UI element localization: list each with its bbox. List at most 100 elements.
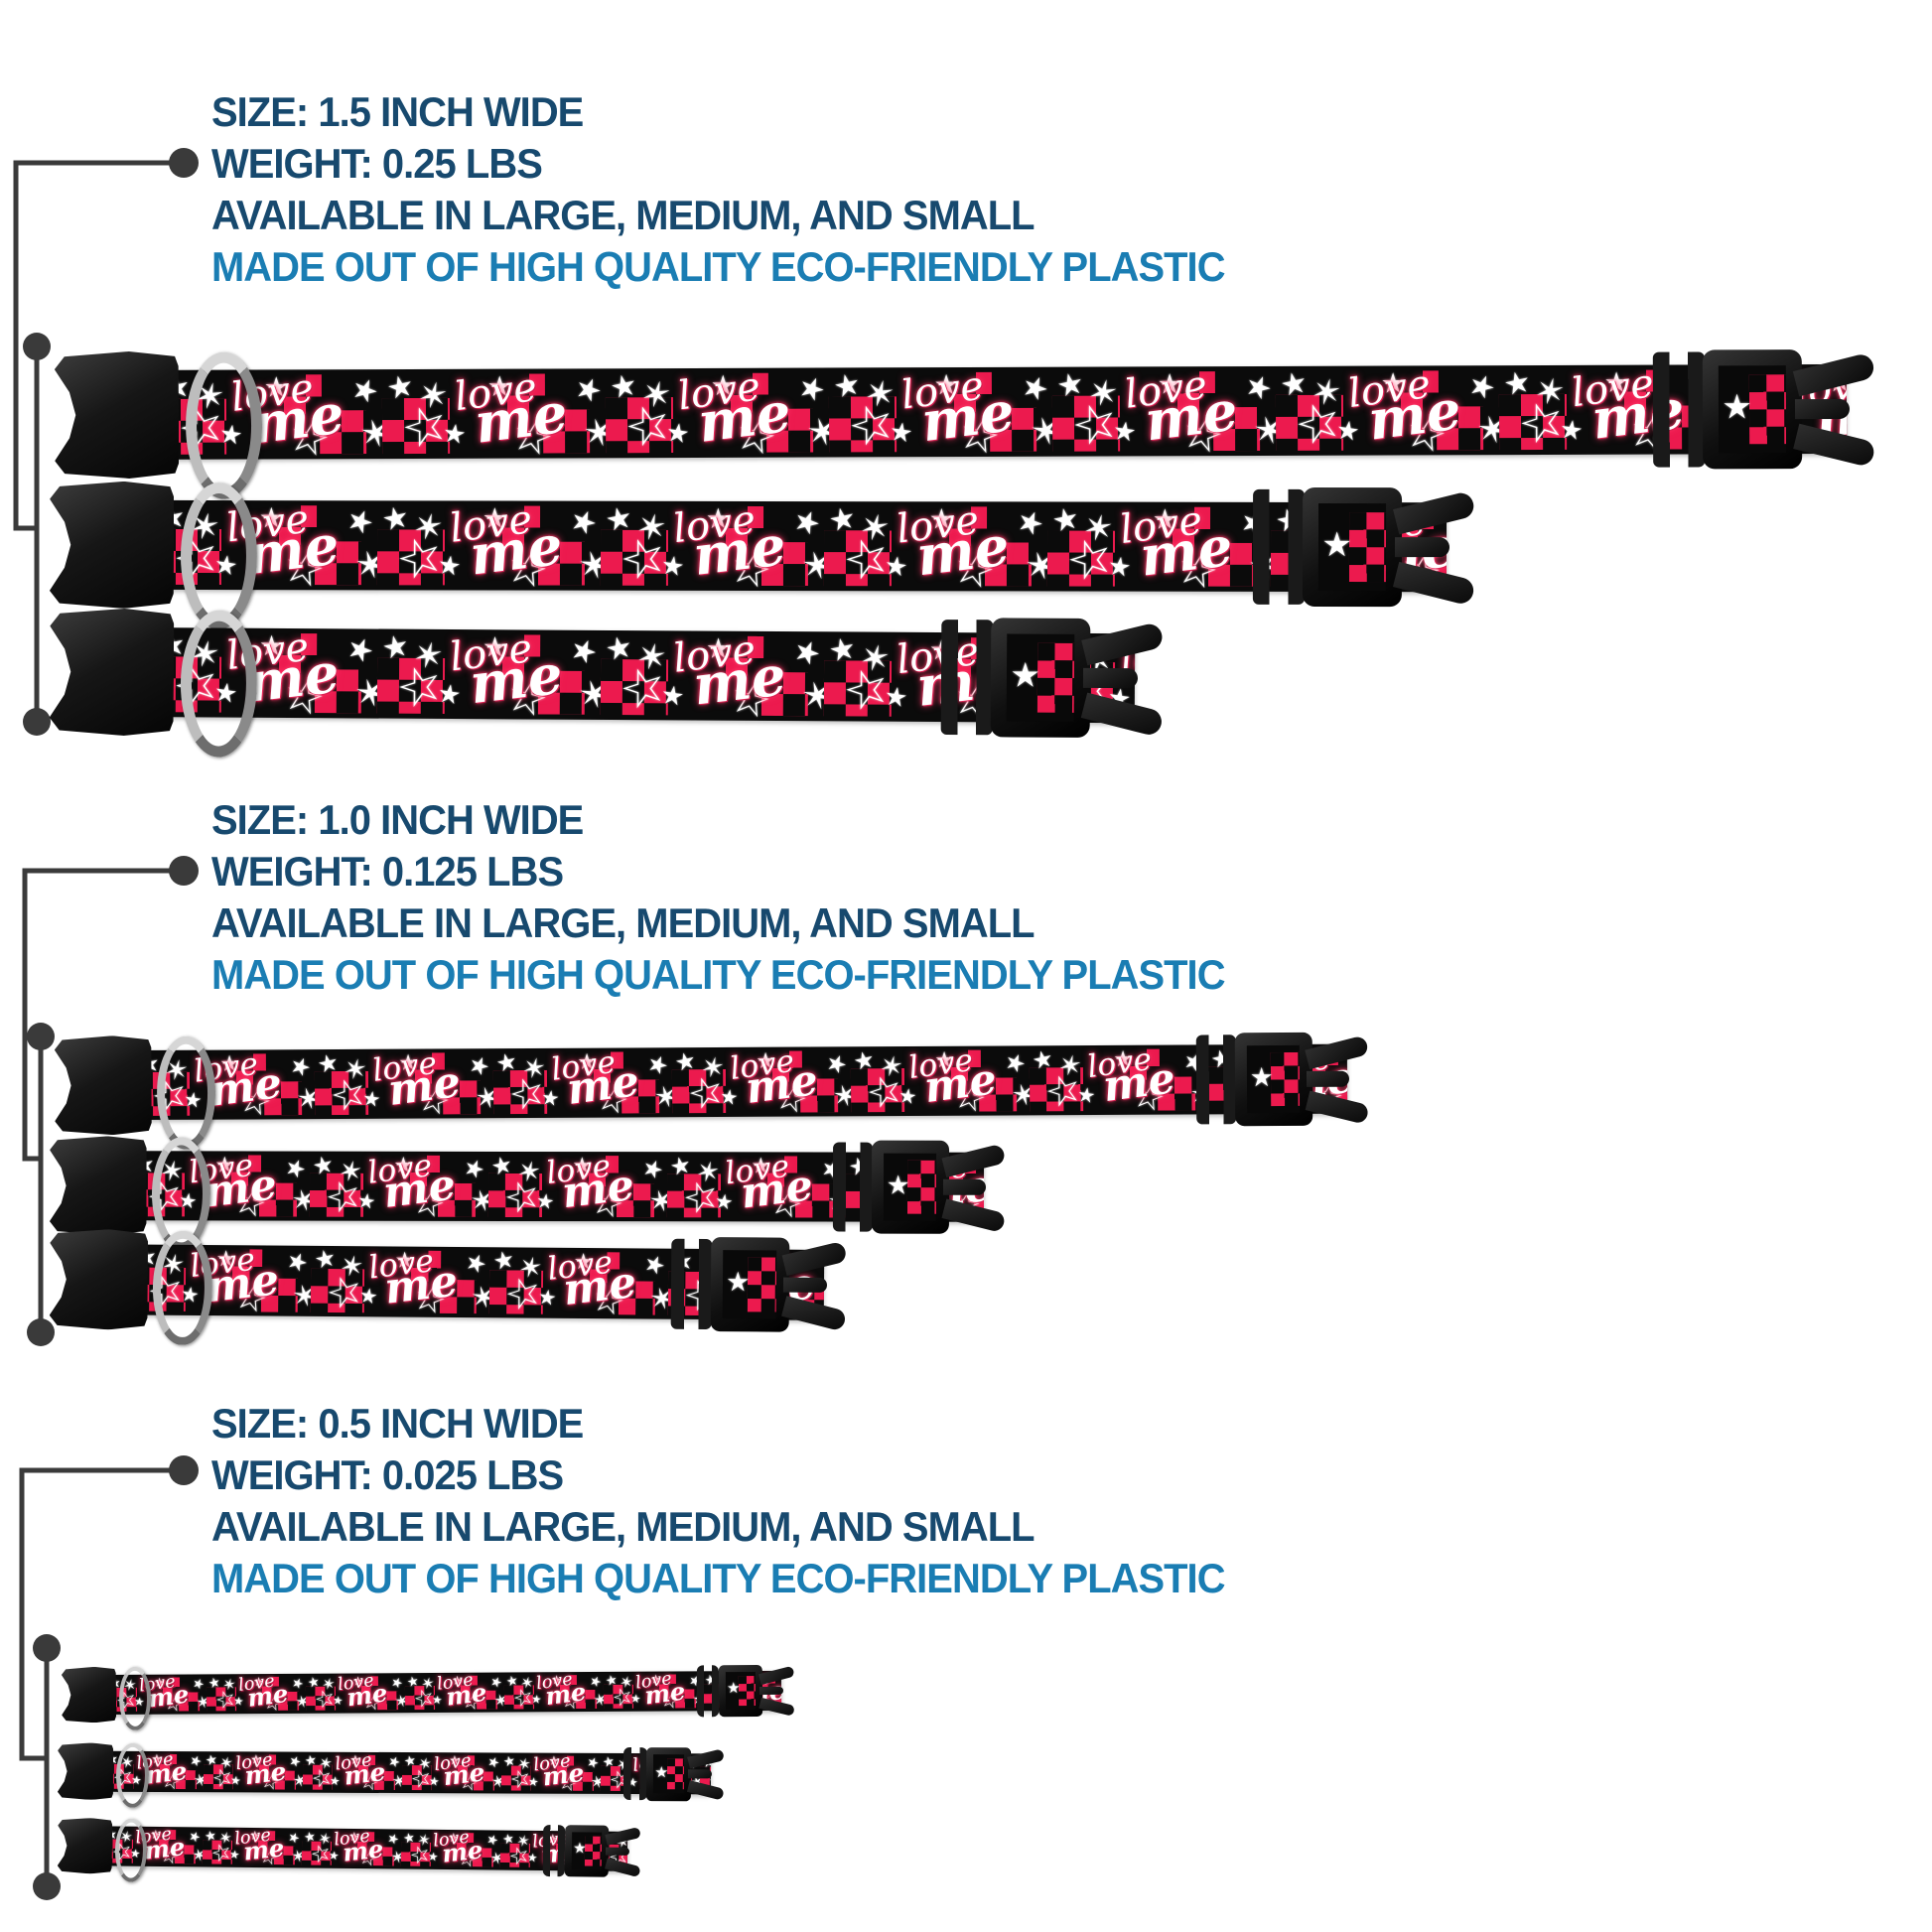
- star-icon: ★: [1011, 502, 1048, 544]
- collar-small: ★✶☆★★☆★✶loveme★✶☆★★☆★✶loveme★✶☆★★☆★✶love…: [58, 1824, 645, 1882]
- me-word: me: [742, 1054, 821, 1114]
- star-icon: ★: [386, 1752, 403, 1772]
- strap-slider: [696, 1665, 720, 1717]
- star-icon: ★: [188, 1751, 205, 1771]
- me-word: me: [142, 1831, 187, 1865]
- star-icon: ★: [602, 629, 635, 668]
- star-icon: ★: [1321, 525, 1352, 564]
- checker-patch: [1748, 373, 1787, 445]
- star-icon: ★: [727, 1680, 741, 1698]
- me-word: me: [738, 1160, 816, 1219]
- buckle-window: ★: [652, 1753, 684, 1794]
- strap-slider: [1252, 488, 1306, 605]
- material-label: MADE OUT OF HIGH QUALITY ECO-FRIENDLY PL…: [211, 243, 1226, 290]
- buckle-prong: [1394, 537, 1450, 558]
- buckle-window: ★: [884, 1153, 937, 1222]
- me-word: me: [694, 378, 794, 455]
- strap-slider: [670, 1238, 713, 1330]
- checker-patch: [906, 1160, 937, 1215]
- buckle-male: ★: [1234, 1033, 1312, 1127]
- size-label: SIZE: 0.5 INCH WIDE: [211, 1400, 584, 1447]
- me-word: me: [689, 641, 789, 718]
- strap-slider: [832, 1142, 874, 1232]
- collar-medium: ★✶☆★★☆★✶loveme★✶☆★★☆★✶loveme★✶☆★★☆★✶love…: [50, 1147, 1015, 1251]
- buckle-male: ★: [990, 618, 1091, 738]
- me-word: me: [920, 1054, 1000, 1113]
- material-label: MADE OUT OF HIGH QUALITY ECO-FRIENDLY PL…: [211, 1555, 1226, 1601]
- collar-small: ★✶☆★★☆★✶loveme★✶☆★★☆★✶loveme★✶☆★★☆★✶love…: [50, 1240, 857, 1346]
- buckle-female: [50, 1136, 147, 1235]
- d-ring: [156, 1035, 216, 1151]
- buckle-window: ★: [723, 1249, 777, 1319]
- buckle-male: ★: [710, 1237, 790, 1332]
- buckle-female: [58, 1818, 113, 1874]
- star-icon: ★: [564, 631, 602, 672]
- checker-patch: [1348, 511, 1387, 583]
- star-icon: ★: [787, 632, 825, 674]
- buckle-prong: [1307, 1070, 1350, 1087]
- star-icon: ★: [1000, 1046, 1030, 1078]
- star-icon: ★: [484, 1753, 502, 1772]
- collar-medium: ★✶☆★★☆★✶loveme★✶☆★★☆★✶loveme★✶☆★★☆★✶love…: [58, 1749, 729, 1808]
- weight-label: WEIGHT: 0.25 LBS: [211, 140, 543, 187]
- collar-strap: ★✶☆★★☆★✶loveme★✶☆★★☆★✶loveme★✶☆★★☆★✶love…: [158, 363, 1848, 460]
- checker-patch: [738, 1675, 756, 1707]
- availability-label: AVAILABLE IN LARGE, MEDIUM, AND SMALL: [211, 899, 1035, 946]
- me-word: me: [912, 512, 1013, 588]
- star-icon: ★: [341, 629, 379, 671]
- buckle-male: ★: [1302, 486, 1403, 608]
- star-icon: ★: [654, 1763, 669, 1781]
- star-icon: ★: [345, 370, 383, 412]
- star-icon: ★: [1239, 367, 1277, 409]
- collar-large: ★✶☆★★☆★✶loveme★✶☆★★☆★✶loveme★✶☆★★☆★✶love…: [62, 1664, 799, 1730]
- size-label: SIZE: 1.0 INCH WIDE: [211, 796, 584, 843]
- star-icon: ★: [1010, 656, 1040, 695]
- star-icon: ★: [792, 368, 830, 410]
- buckle-male: ★: [718, 1664, 762, 1718]
- size-label: SIZE: 1.5 INCH WIDE: [211, 88, 584, 135]
- buckle-prong: [687, 1769, 713, 1779]
- me-word: me: [560, 1257, 639, 1316]
- collar-strap: ★✶☆★★☆★✶loveme★✶☆★★☆★✶loveme★✶☆★★☆★✶love…: [104, 1750, 712, 1795]
- me-word: me: [380, 1160, 459, 1218]
- me-word: me: [206, 1057, 285, 1117]
- me-word: me: [242, 510, 343, 587]
- me-word: me: [345, 1677, 390, 1712]
- checker-patch: [747, 1257, 777, 1312]
- star-icon: ★: [461, 1247, 490, 1280]
- collar-large: ★✶☆★★☆★✶loveme★✶☆★★☆★✶loveme★✶☆★★☆★✶love…: [55, 349, 1886, 499]
- buckle-prong: [1082, 667, 1139, 689]
- star-icon: ★: [487, 1673, 505, 1692]
- buckle-female: [55, 1035, 152, 1135]
- me-word: me: [146, 1678, 192, 1713]
- star-icon: ★: [388, 1673, 406, 1693]
- star-icon: ★: [483, 1831, 501, 1850]
- star-icon: ★: [637, 1152, 668, 1184]
